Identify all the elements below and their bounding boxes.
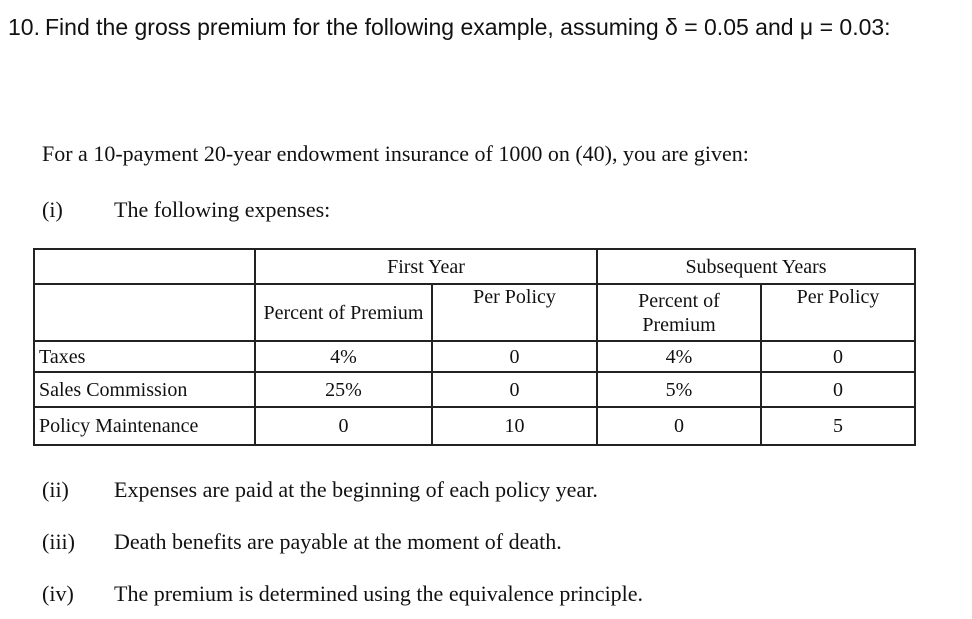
item-label: (iii): [42, 529, 75, 554]
table-row: Sales Commission 25% 0 5% 0: [33, 371, 916, 408]
cell: 4%: [254, 340, 433, 373]
subheader: Per Policy: [760, 283, 916, 342]
cell: 4%: [596, 340, 762, 373]
item-label: (iv): [42, 581, 74, 606]
row-label: Policy Maintenance: [33, 406, 256, 446]
question: 10. Find the gross premium for the follo…: [8, 6, 963, 48]
cell: 5%: [596, 371, 762, 408]
cell: 0: [431, 340, 598, 373]
cell: 0: [760, 340, 916, 373]
cell: 0: [596, 406, 762, 446]
cell: [33, 248, 256, 285]
item-text: The premium is determined using the equi…: [114, 581, 644, 606]
table-row: Policy Maintenance 0 10 0 5: [33, 406, 916, 446]
question-number: 10.: [8, 14, 40, 40]
subheader: Percent of Premium: [254, 283, 433, 342]
subheader: Per Policy: [431, 283, 598, 342]
group-header: Subsequent Years: [596, 248, 916, 285]
cell: 0: [760, 371, 916, 408]
question-text: Find the gross premium for the following…: [45, 14, 891, 40]
cell: 0: [254, 406, 433, 446]
item-text: Expenses are paid at the beginning of ea…: [114, 477, 598, 502]
expense-table: First Year Subsequent Years Percent of P…: [33, 248, 916, 446]
table-row: Taxes 4% 0 4% 0: [33, 340, 916, 373]
cell: 10: [431, 406, 598, 446]
cell: 0: [431, 371, 598, 408]
cell: [33, 283, 256, 342]
cell: 5: [760, 406, 916, 446]
row-label: Taxes: [33, 340, 256, 373]
item-text: Death benefits are payable at the moment…: [114, 529, 562, 554]
item-text: The following expenses:: [114, 197, 331, 222]
group-header: First Year: [254, 248, 598, 285]
item-label: (ii): [42, 477, 69, 502]
intro: For a 10-payment 20-year endowment insur…: [42, 141, 749, 166]
cell: 25%: [254, 371, 433, 408]
subheader: Percent of Premium: [596, 283, 762, 342]
row-label: Sales Commission: [33, 371, 256, 408]
item-label: (i): [42, 197, 63, 222]
